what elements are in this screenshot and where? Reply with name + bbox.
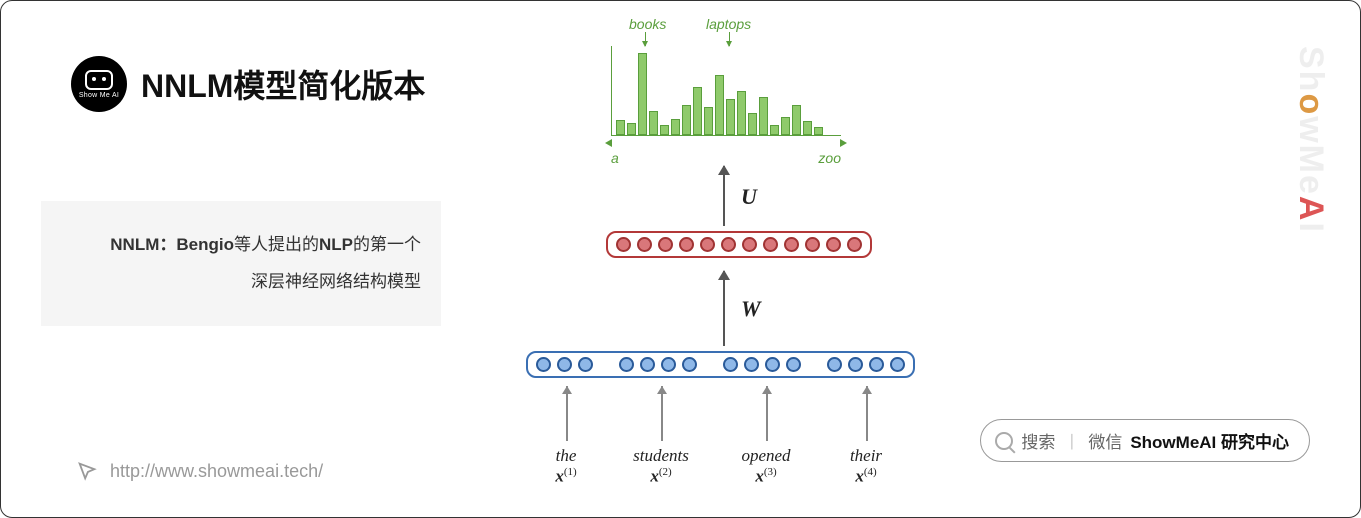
arrow-u (723, 166, 725, 226)
bar (715, 75, 724, 135)
embedding-unit (682, 357, 697, 372)
embedding-unit (536, 357, 551, 372)
arrow-laptops (729, 32, 730, 46)
bar (682, 105, 691, 135)
embedding-unit (619, 357, 634, 372)
search-pill[interactable]: 搜索 丨 微信 ShowMeAI 研究中心 (980, 419, 1310, 462)
bar (792, 105, 801, 135)
hidden-unit (700, 237, 715, 252)
input-label: studentsx(2) (616, 446, 706, 487)
label-u: U (741, 184, 757, 210)
desc-line-1: NNLM：Bengio等人提出的NLP的第一个 (61, 226, 421, 263)
bar (803, 121, 812, 135)
embedding-unit (848, 357, 863, 372)
bar (770, 125, 779, 135)
bar (649, 111, 658, 135)
hidden-unit (658, 237, 673, 252)
bar (781, 117, 790, 135)
search-app: 微信 (1088, 428, 1122, 453)
embedding-unit (765, 357, 780, 372)
input-label: theirx(4) (821, 446, 911, 487)
hidden-unit (847, 237, 862, 252)
arrow-w (723, 271, 725, 346)
label-w: W (741, 296, 761, 322)
input-label: openedx(3) (721, 446, 811, 487)
embedding-unit (557, 357, 572, 372)
hidden-unit (637, 237, 652, 252)
hidden-unit (784, 237, 799, 252)
axis-label-a: a (611, 150, 619, 166)
footer-url: http://www.showmeai.tech/ (76, 460, 323, 482)
bar (660, 125, 669, 135)
embedding-unit (827, 357, 842, 372)
bar (638, 53, 647, 135)
embedding-unit (640, 357, 655, 372)
bar (737, 91, 746, 135)
footer-url-text: http://www.showmeai.tech/ (110, 461, 323, 482)
embedding-unit (869, 357, 884, 372)
search-strong: ShowMeAI 研究中心 (1130, 428, 1289, 453)
hidden-unit (679, 237, 694, 252)
hidden-unit (616, 237, 631, 252)
hidden-unit (721, 237, 736, 252)
bar (814, 127, 823, 135)
search-icon (995, 432, 1013, 450)
bar (693, 87, 702, 135)
input-arrow (766, 386, 768, 441)
axis-arrow-right (840, 139, 847, 147)
bar (627, 123, 636, 135)
hidden-layer (606, 231, 872, 258)
bar (704, 107, 713, 135)
watermark: ShowMeAI (1291, 46, 1330, 234)
search-sep: 丨 (1063, 428, 1080, 453)
search-hint: 搜索 (1021, 428, 1055, 453)
input-arrow (661, 386, 663, 441)
cursor-icon (76, 460, 98, 482)
label-books: books (629, 16, 666, 32)
bar (748, 113, 757, 135)
axis-arrow-left (605, 139, 612, 147)
bar (616, 120, 625, 135)
hidden-unit (742, 237, 757, 252)
bar (726, 99, 735, 135)
embedding-layer (526, 351, 915, 378)
logo: Show Me AI (71, 56, 127, 112)
embedding-unit (786, 357, 801, 372)
arrow-books (645, 32, 646, 46)
description-box: NNLM：Bengio等人提出的NLP的第一个 深层神经网络结构模型 (41, 201, 441, 326)
hidden-unit (805, 237, 820, 252)
bar (671, 119, 680, 135)
embedding-unit (661, 357, 676, 372)
embedding-unit (744, 357, 759, 372)
embedding-unit (723, 357, 738, 372)
input-label: thex(1) (521, 446, 611, 487)
desc-line-2: 深层神经网络结构模型 (61, 263, 421, 300)
axis-label-zoo: zoo (818, 150, 841, 166)
bar (759, 97, 768, 135)
page-title: NNLM模型简化版本 (141, 61, 425, 107)
embedding-unit (890, 357, 905, 372)
output-distribution-chart: books laptops a zoo (611, 46, 841, 146)
nnlm-diagram: books laptops a zoo U W thex(1)studentsx… (491, 16, 971, 506)
logo-text: Show Me AI (79, 92, 119, 99)
hidden-unit (763, 237, 778, 252)
hidden-unit (826, 237, 841, 252)
input-arrow (866, 386, 868, 441)
embedding-unit (578, 357, 593, 372)
label-laptops: laptops (706, 16, 751, 32)
input-arrow (566, 386, 568, 441)
